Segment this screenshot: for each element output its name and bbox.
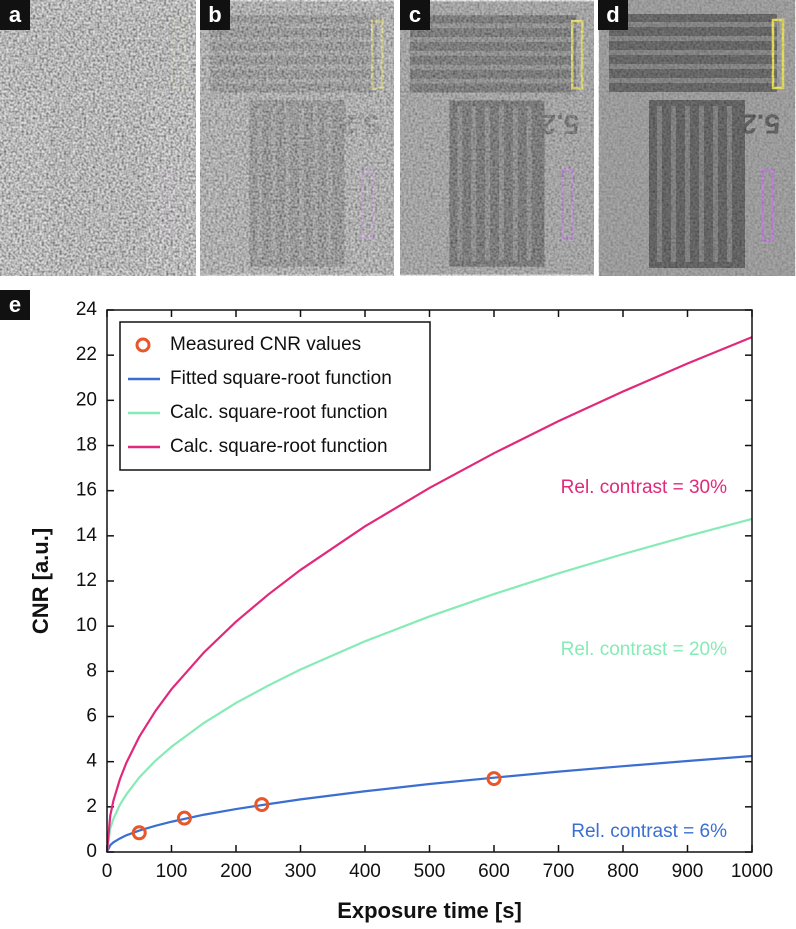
y-tick-label: 14 xyxy=(76,525,98,546)
panel-label: c xyxy=(409,2,421,27)
panel-noise xyxy=(400,0,594,276)
panel-image: a xyxy=(0,0,196,276)
y-tick-label: 2 xyxy=(86,796,97,817)
legend-label: Calc. square-root function xyxy=(170,402,388,423)
panel-label: e xyxy=(9,292,21,317)
x-tick-label: 500 xyxy=(414,861,446,882)
y-tick-label: 16 xyxy=(76,480,97,501)
panel-noise xyxy=(0,0,196,276)
series-line xyxy=(106,754,753,853)
data-point xyxy=(131,825,147,841)
panel-noise xyxy=(598,0,796,276)
data-point xyxy=(176,810,192,826)
data-point xyxy=(486,771,502,787)
x-tick-label: 900 xyxy=(672,861,704,882)
y-tick-label: 10 xyxy=(76,615,97,636)
panel-noise xyxy=(200,0,394,276)
x-tick-label: 400 xyxy=(349,861,381,882)
plot-frame xyxy=(106,309,753,853)
panel-label: b xyxy=(208,2,221,27)
annotation: Rel. contrast = 6% xyxy=(571,821,727,842)
series-line xyxy=(105,336,753,853)
y-tick-label: 4 xyxy=(86,751,97,772)
annotation: Rel. contrast = 30% xyxy=(561,477,727,498)
legend-label: Calc. square-root function xyxy=(170,436,388,457)
y-tick-label: 20 xyxy=(76,389,97,410)
panel-image: d xyxy=(598,0,796,276)
legend-label: Fitted square-root function xyxy=(170,368,392,389)
legend-marker xyxy=(135,337,151,353)
x-tick-label: 200 xyxy=(220,861,252,882)
y-tick-label: 22 xyxy=(76,344,97,365)
panel-label-box xyxy=(0,290,30,320)
y-tick-label: 18 xyxy=(76,435,97,456)
panel-label-box xyxy=(400,0,430,30)
x-tick-label: 600 xyxy=(478,861,510,882)
y-tick-label: 8 xyxy=(86,660,97,681)
x-tick-label: 300 xyxy=(285,861,317,882)
panel-label: d xyxy=(606,2,619,27)
data-point xyxy=(254,797,270,813)
y-axis-title: CNR [a.u.] xyxy=(28,528,53,634)
series-line xyxy=(105,517,753,853)
annotation: Rel. contrast = 20% xyxy=(561,639,727,660)
panel-image: c xyxy=(400,0,594,276)
x-tick-label: 0 xyxy=(102,861,113,882)
y-tick-label: 24 xyxy=(76,299,98,320)
panel-label-box xyxy=(598,0,628,30)
y-tick-label: 12 xyxy=(76,570,97,591)
y-tick-label: 0 xyxy=(86,841,97,862)
panel-label: a xyxy=(9,2,22,27)
x-tick-label: 100 xyxy=(156,861,188,882)
panel-label-box xyxy=(200,0,230,30)
x-tick-label: 700 xyxy=(543,861,575,882)
x-axis-title: Exposure time [s] xyxy=(337,898,522,923)
x-tick-label: 1000 xyxy=(731,861,773,882)
legend-label: Measured CNR values xyxy=(170,334,361,355)
legend-box xyxy=(119,321,431,471)
panel-image: b xyxy=(200,0,394,276)
x-tick-label: 800 xyxy=(607,861,639,882)
y-tick-label: 6 xyxy=(86,706,97,727)
panel-label-box xyxy=(0,0,30,30)
